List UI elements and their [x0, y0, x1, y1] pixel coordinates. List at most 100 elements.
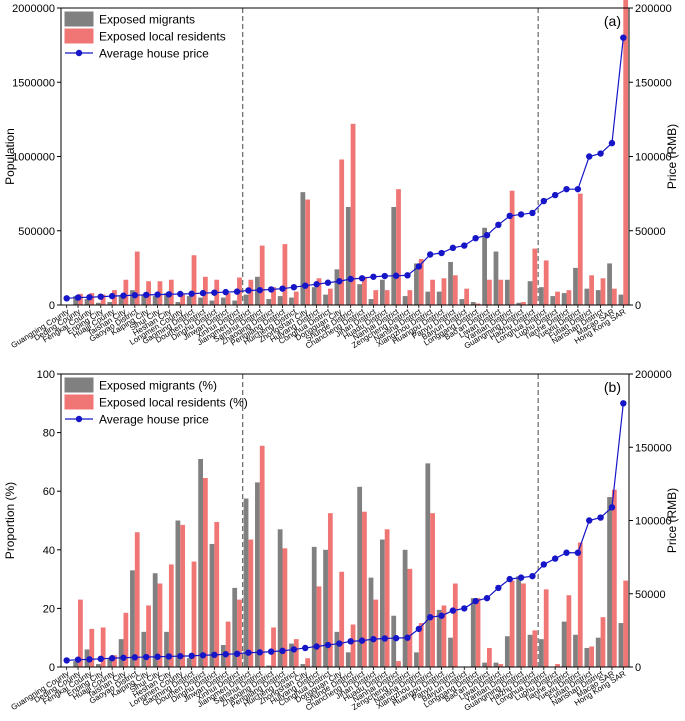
- price-point: [74, 656, 82, 663]
- bar-residents: [373, 290, 379, 305]
- bar-migrants: [470, 302, 476, 305]
- price-point: [483, 594, 491, 602]
- panel-a-chart: 0 500000 1000000 1500000 2000000 0 50000 100000…: [3, 0, 679, 351]
- bar-migrants: [84, 299, 90, 305]
- bar-migrants: [379, 279, 385, 305]
- bar-migrants: [186, 658, 192, 667]
- bar-migrants: [152, 573, 158, 667]
- price-point: [211, 289, 218, 296]
- bar-residents: [134, 532, 140, 667]
- bar-residents: [555, 664, 560, 667]
- bar-migrants: [152, 296, 158, 305]
- y-tick-label: 1000000: [12, 152, 55, 164]
- legend-swatch: [64, 377, 94, 393]
- price-point: [165, 653, 173, 660]
- bar-migrants: [130, 290, 135, 305]
- price-point: [336, 640, 343, 647]
- legend-label: Exposed migrants: [99, 13, 195, 27]
- bar-migrants: [357, 284, 363, 305]
- bar-residents: [452, 275, 458, 305]
- price-point: [199, 289, 207, 297]
- legend-marker: [75, 415, 83, 423]
- bar-residents: [203, 478, 208, 667]
- bar-migrants: [277, 529, 283, 667]
- legend-label: Average house price: [99, 413, 209, 427]
- bar-migrants: [141, 294, 147, 305]
- bar-migrants: [539, 639, 544, 667]
- bar-migrants: [175, 520, 181, 667]
- bar-migrants: [357, 486, 363, 667]
- bar-migrants: [232, 300, 238, 305]
- price-point: [563, 185, 570, 193]
- bar-migrants: [95, 302, 101, 305]
- bar-residents: [475, 303, 481, 305]
- bar-residents: [271, 287, 276, 305]
- bar-migrants: [595, 290, 601, 305]
- bar-migrants: [584, 647, 590, 667]
- price-point: [336, 278, 343, 285]
- bar-residents: [146, 605, 151, 667]
- price-point: [370, 273, 377, 280]
- price-point: [302, 644, 309, 652]
- price-point: [404, 634, 411, 641]
- bar-migrants: [436, 609, 442, 667]
- bar-migrants: [266, 665, 272, 667]
- bar-migrants: [493, 251, 499, 305]
- bar-migrants: [425, 291, 431, 305]
- bar-migrants: [482, 662, 487, 667]
- y2-tick-label: 100000: [635, 152, 672, 164]
- bar-residents: [611, 489, 617, 667]
- price-point: [415, 263, 423, 270]
- y-tick-label: 80: [43, 428, 55, 440]
- bar-migrants: [573, 634, 578, 667]
- price-point: [302, 282, 309, 289]
- y2-tick-label: 0: [635, 662, 641, 674]
- bar-residents: [384, 290, 390, 305]
- bar-residents: [475, 598, 481, 667]
- price-point: [199, 652, 207, 659]
- price-point: [222, 651, 229, 658]
- bar-residents: [293, 291, 299, 305]
- bar-residents: [134, 251, 140, 305]
- y-axis-title: Proportion (%): [3, 482, 17, 559]
- price-point: [438, 249, 445, 257]
- price-point: [472, 234, 479, 242]
- bar-migrants: [391, 206, 397, 305]
- bar-migrants: [164, 631, 169, 667]
- bar-residents: [589, 646, 595, 667]
- price-point: [86, 656, 93, 663]
- price-point: [586, 153, 593, 160]
- bar-residents: [509, 190, 515, 305]
- bar-migrants: [118, 296, 124, 305]
- bar-migrants: [209, 543, 215, 667]
- y2-axis-title: Price (RMB): [665, 124, 679, 189]
- bar-residents: [521, 302, 526, 305]
- bar-migrants: [334, 269, 340, 305]
- bar-residents: [362, 276, 367, 305]
- price-point: [449, 244, 457, 252]
- bar-migrants: [289, 297, 294, 305]
- y2-axis-title: Price (RMB): [665, 488, 679, 553]
- bar-migrants: [311, 287, 317, 305]
- price-point: [449, 607, 457, 614]
- bar-residents: [498, 279, 504, 305]
- price-point: [574, 185, 582, 193]
- bar-migrants: [300, 664, 306, 667]
- bar-residents: [464, 288, 470, 305]
- bar-migrants: [527, 634, 533, 667]
- bar-residents: [350, 624, 356, 667]
- bar-residents: [430, 513, 435, 667]
- bar-migrants: [277, 296, 283, 305]
- price-point: [97, 293, 104, 300]
- bar-migrants: [539, 287, 544, 305]
- bar-residents: [418, 258, 424, 305]
- price-point: [108, 655, 116, 662]
- bar-migrants: [368, 299, 374, 305]
- price-point: [154, 291, 161, 298]
- price-point: [120, 292, 127, 299]
- bar-residents: [316, 278, 322, 305]
- bar-migrants: [425, 463, 431, 667]
- price-point: [529, 572, 536, 580]
- legend-marker: [75, 49, 83, 57]
- price-point: [313, 281, 320, 288]
